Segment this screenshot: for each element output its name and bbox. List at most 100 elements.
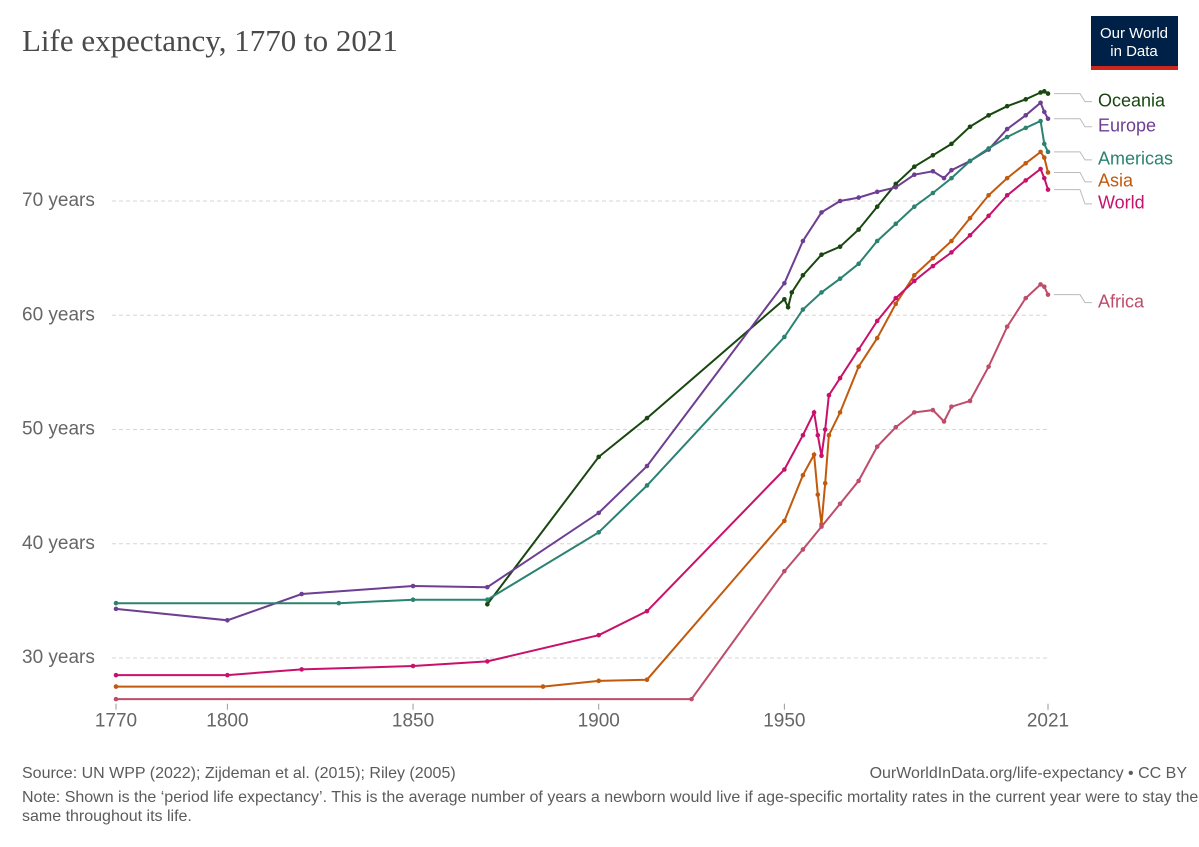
point	[485, 659, 490, 664]
point	[1041, 141, 1047, 147]
legend-label: World	[1098, 193, 1145, 213]
point	[949, 141, 954, 147]
point	[819, 210, 824, 215]
point	[815, 492, 821, 497]
logo-box	[1091, 16, 1178, 66]
point	[949, 175, 954, 181]
point	[811, 410, 817, 415]
point	[336, 600, 342, 606]
point	[113, 606, 119, 612]
point	[874, 204, 880, 210]
point	[782, 334, 787, 340]
point	[893, 301, 899, 307]
point	[644, 483, 650, 488]
point	[912, 172, 917, 178]
point	[113, 672, 119, 678]
point	[782, 280, 787, 286]
series-line	[116, 167, 1049, 677]
point	[644, 415, 650, 421]
point	[800, 432, 806, 438]
x-tick-label: 1770	[95, 711, 137, 732]
point	[1038, 166, 1043, 172]
point	[689, 696, 694, 702]
point	[874, 189, 880, 195]
logo-text: in Data	[1110, 43, 1158, 60]
point	[785, 304, 791, 310]
point	[485, 584, 490, 590]
point	[912, 204, 917, 210]
point	[856, 347, 861, 352]
point	[113, 684, 119, 689]
point	[967, 232, 973, 238]
point	[986, 364, 991, 369]
source: Source: UN WPP (2022); Zijdeman et al. (…	[22, 765, 456, 782]
y-tick-label: 40 years	[22, 533, 95, 554]
y-tick-label: 50 years	[22, 419, 95, 440]
point	[819, 290, 824, 295]
leader-line	[1054, 151, 1092, 161]
x-tick-label: 1850	[392, 711, 434, 732]
point	[893, 181, 899, 187]
point	[596, 530, 602, 535]
point	[1045, 149, 1051, 155]
point	[930, 168, 936, 174]
attribution: OurWorldInData.org/life-expectancy • CC …	[869, 765, 1187, 782]
point	[410, 663, 416, 669]
point	[912, 278, 917, 284]
point	[893, 184, 899, 190]
chart-title: Life expectancy, 1770 to 2021	[22, 23, 398, 58]
point	[644, 677, 650, 683]
point	[930, 153, 936, 158]
point	[1004, 126, 1010, 132]
point	[596, 454, 602, 460]
point	[1038, 100, 1043, 106]
point	[596, 632, 602, 638]
logo-text: Our World	[1100, 25, 1168, 42]
point	[800, 272, 806, 278]
point	[986, 192, 991, 198]
point	[1038, 90, 1043, 95]
legend-label: Oceania	[1098, 90, 1166, 110]
point	[967, 215, 973, 221]
y-tick-label: 30 years	[22, 647, 95, 668]
point	[930, 190, 936, 196]
point	[856, 364, 861, 369]
point	[1004, 175, 1010, 181]
point	[113, 696, 119, 702]
point	[1023, 113, 1029, 118]
series-line	[116, 119, 1049, 605]
point	[1045, 187, 1051, 192]
logo-bar	[1091, 66, 1178, 70]
point	[949, 167, 954, 173]
point	[930, 263, 936, 269]
point	[782, 518, 787, 524]
series-line	[486, 90, 1049, 605]
point	[1041, 175, 1047, 181]
point	[874, 444, 880, 449]
series-line	[116, 150, 1049, 688]
point	[1023, 160, 1029, 166]
point	[856, 261, 861, 267]
point	[1045, 116, 1051, 122]
point	[874, 335, 880, 341]
point	[800, 547, 806, 552]
point	[815, 432, 821, 438]
y-tick-label: 70 years	[22, 190, 95, 211]
point	[1045, 91, 1051, 96]
point	[800, 307, 806, 312]
point	[410, 583, 416, 589]
point	[912, 410, 917, 415]
point	[949, 250, 954, 255]
point	[949, 404, 954, 409]
point	[485, 602, 490, 607]
point	[856, 227, 861, 232]
point	[819, 453, 824, 459]
point	[893, 424, 899, 430]
point	[1041, 89, 1047, 94]
leader-line	[1054, 118, 1092, 128]
point	[225, 672, 230, 678]
point	[1023, 125, 1029, 131]
point	[1041, 109, 1047, 115]
point	[1041, 155, 1047, 160]
point	[1004, 192, 1010, 198]
